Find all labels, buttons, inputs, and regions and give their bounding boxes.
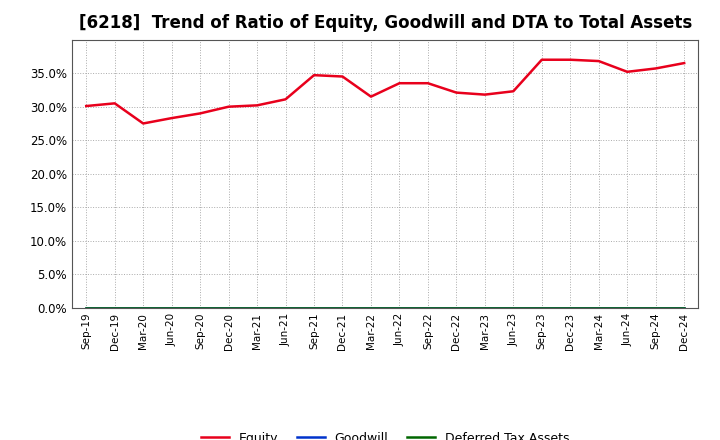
- Equity: [282, 97, 290, 102]
- Goodwill: [110, 305, 119, 311]
- Equity: [452, 90, 461, 95]
- Deferred Tax Assets: [680, 305, 688, 311]
- Deferred Tax Assets: [225, 305, 233, 311]
- Equity: [595, 59, 603, 64]
- Deferred Tax Assets: [139, 305, 148, 311]
- Equity: [480, 92, 489, 97]
- Deferred Tax Assets: [395, 305, 404, 311]
- Deferred Tax Assets: [366, 305, 375, 311]
- Deferred Tax Assets: [338, 305, 347, 311]
- Goodwill: [139, 305, 148, 311]
- Deferred Tax Assets: [566, 305, 575, 311]
- Equity: [537, 57, 546, 62]
- Deferred Tax Assets: [110, 305, 119, 311]
- Deferred Tax Assets: [623, 305, 631, 311]
- Equity: [423, 81, 432, 86]
- Goodwill: [537, 305, 546, 311]
- Goodwill: [282, 305, 290, 311]
- Goodwill: [310, 305, 318, 311]
- Equity: [623, 69, 631, 74]
- Deferred Tax Assets: [253, 305, 261, 311]
- Goodwill: [196, 305, 204, 311]
- Equity: [680, 60, 688, 66]
- Deferred Tax Assets: [282, 305, 290, 311]
- Deferred Tax Assets: [310, 305, 318, 311]
- Equity: [110, 101, 119, 106]
- Equity: [139, 121, 148, 126]
- Goodwill: [338, 305, 347, 311]
- Deferred Tax Assets: [82, 305, 91, 311]
- Equity: [366, 94, 375, 99]
- Goodwill: [595, 305, 603, 311]
- Equity: [395, 81, 404, 86]
- Equity: [566, 57, 575, 62]
- Goodwill: [423, 305, 432, 311]
- Goodwill: [652, 305, 660, 311]
- Deferred Tax Assets: [196, 305, 204, 311]
- Goodwill: [509, 305, 518, 311]
- Goodwill: [452, 305, 461, 311]
- Equity: [652, 66, 660, 71]
- Goodwill: [680, 305, 688, 311]
- Legend: Equity, Goodwill, Deferred Tax Assets: Equity, Goodwill, Deferred Tax Assets: [197, 427, 574, 440]
- Goodwill: [167, 305, 176, 311]
- Deferred Tax Assets: [452, 305, 461, 311]
- Goodwill: [82, 305, 91, 311]
- Equity: [509, 88, 518, 94]
- Goodwill: [253, 305, 261, 311]
- Equity: [253, 103, 261, 108]
- Deferred Tax Assets: [509, 305, 518, 311]
- Deferred Tax Assets: [652, 305, 660, 311]
- Equity: [167, 115, 176, 121]
- Line: Equity: Equity: [86, 60, 684, 124]
- Equity: [196, 111, 204, 116]
- Equity: [225, 104, 233, 109]
- Goodwill: [366, 305, 375, 311]
- Goodwill: [225, 305, 233, 311]
- Goodwill: [395, 305, 404, 311]
- Deferred Tax Assets: [480, 305, 489, 311]
- Goodwill: [480, 305, 489, 311]
- Equity: [338, 74, 347, 79]
- Goodwill: [623, 305, 631, 311]
- Goodwill: [566, 305, 575, 311]
- Title: [6218]  Trend of Ratio of Equity, Goodwill and DTA to Total Assets: [6218] Trend of Ratio of Equity, Goodwil…: [78, 15, 692, 33]
- Equity: [310, 73, 318, 78]
- Deferred Tax Assets: [423, 305, 432, 311]
- Deferred Tax Assets: [167, 305, 176, 311]
- Equity: [82, 103, 91, 109]
- Deferred Tax Assets: [595, 305, 603, 311]
- Deferred Tax Assets: [537, 305, 546, 311]
